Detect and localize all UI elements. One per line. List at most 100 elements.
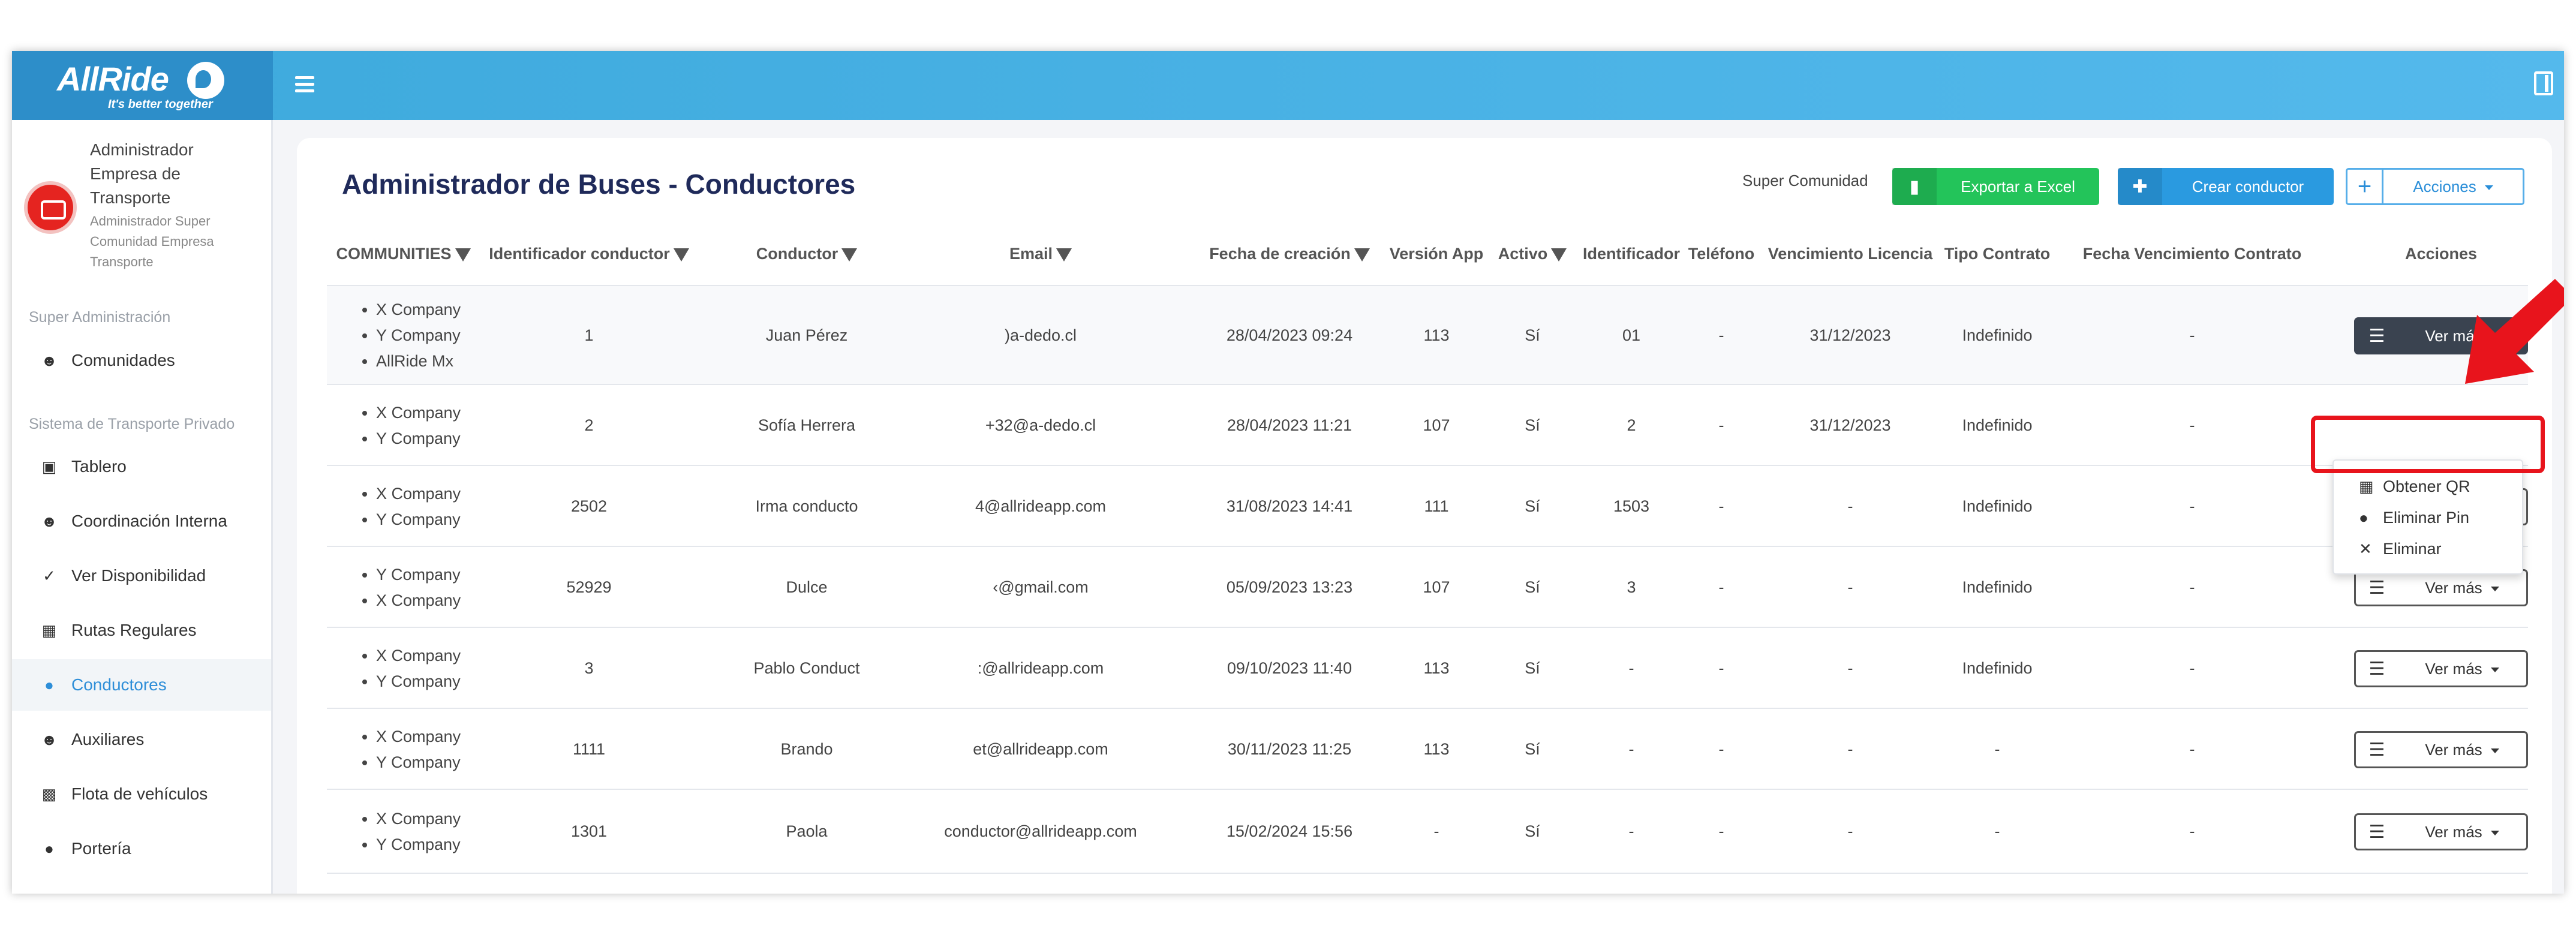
row-actions-menu: ▦ Obtener QR ● Eliminar Pin ✕ Eliminar <box>2332 459 2523 575</box>
cell-phone: - <box>1718 740 1724 758</box>
panel-toggle-icon[interactable] <box>2534 71 2553 95</box>
qr-icon: ▦ <box>2359 477 2374 495</box>
cell-created: 05/09/2023 13:23 <box>1226 578 1353 596</box>
page-title: Administrador de Buses - Conductores <box>342 169 856 200</box>
cell-app-version: 107 <box>1423 578 1450 596</box>
sidebar-item-label: Flota de vehículos <box>71 784 208 803</box>
community-selector[interactable]: Super Comunidad <box>1742 172 1868 190</box>
cell-email: 4@allrideapp.com <box>975 497 1107 515</box>
sidebar-item-label: Tablero <box>71 457 127 476</box>
top-bar: AllRide It's better together <box>12 51 2564 120</box>
caret-down-icon <box>2490 830 2499 835</box>
cell-contract: Indefinido <box>1962 578 2033 596</box>
cell-identifier: - <box>1628 659 1634 677</box>
sidebar-item-label: Rutas Regulares <box>71 621 197 639</box>
export-excel-button[interactable]: ▮ Exportar a Excel <box>1892 168 2099 205</box>
sidebar-item-disponibilidad[interactable]: ✓ Ver Disponibilidad <box>12 550 271 602</box>
community-item: Y Company <box>376 323 461 348</box>
column-header-active[interactable]: Activo <box>1466 245 1598 263</box>
export-excel-label: Exportar a Excel <box>1961 177 2075 196</box>
filter-icon[interactable] <box>841 248 858 261</box>
column-header-communities[interactable]: COMMUNITIES <box>327 245 480 263</box>
table-row: X CompanyY Company 2 Sofía Herrera +32@a-de… <box>327 385 2528 466</box>
menu-item-delete[interactable]: ✕ Eliminar <box>2359 539 2442 558</box>
cell-phone: - <box>1718 822 1724 840</box>
cell-driver-id: 3 <box>584 659 594 677</box>
filter-icon[interactable] <box>673 248 689 261</box>
sidebar-item-rutas[interactable]: ▦ Rutas Regulares <box>12 605 271 656</box>
sidebar-item-label: Auxiliares <box>71 730 145 748</box>
community-item: Y Company <box>376 832 461 858</box>
sidebar-item-label: Comunidades <box>71 351 175 369</box>
ver-mas-button[interactable]: ☰ Ver más <box>2354 569 2528 606</box>
menu-item-get-qr[interactable]: ▦ Obtener QR <box>2359 477 2470 495</box>
communities-list: X CompanyY Company <box>351 643 461 695</box>
community-item: X Company <box>376 724 461 750</box>
cell-app-version: 111 <box>1424 497 1449 515</box>
ver-mas-button[interactable]: ☰ Ver más <box>2354 650 2528 687</box>
cell-app-version: 113 <box>1423 740 1450 758</box>
cell-contract: - <box>1994 822 2000 840</box>
cell-contract-end: - <box>2189 416 2195 434</box>
ver-mas-button[interactable]: ☰ Ver más <box>2354 813 2528 850</box>
cell-license: 31/12/2023 <box>1809 326 1891 344</box>
community-item: AllRide Mx <box>376 348 461 374</box>
cell-contract-end: - <box>2189 740 2195 758</box>
filter-icon[interactable] <box>455 248 471 261</box>
sidebar-item-porteria[interactable]: ● Portería <box>12 823 271 874</box>
column-header-driver-id[interactable]: Identificador conductor <box>487 245 691 263</box>
ver-mas-label: Ver más <box>2425 659 2482 678</box>
menu-item-delete-pin[interactable]: ● Eliminar Pin <box>2359 508 2470 527</box>
caret-down-icon <box>2490 667 2499 672</box>
cell-license: - <box>1847 578 1853 596</box>
column-header-phone: Teléfono <box>1688 245 1755 263</box>
main-card: Administrador de Buses - Conductores Sup… <box>297 138 2552 894</box>
column-header-email[interactable]: Email <box>942 245 1140 263</box>
user-add-icon: ✚ <box>2118 168 2162 205</box>
user-remove-icon: ● <box>2359 508 2368 527</box>
cell-email: conductor@allrideapp.com <box>944 822 1137 840</box>
column-header-created[interactable]: Fecha de creación <box>1185 245 1394 263</box>
sidebar-item-comunidades[interactable]: ☻ Comunidades <box>12 335 271 386</box>
cell-created: 09/10/2023 11:40 <box>1227 659 1352 677</box>
cell-driver-name: Pablo Conduct <box>753 659 860 677</box>
community-item: Y Company <box>376 507 461 533</box>
sidebar-item-label: Conductores <box>71 675 167 694</box>
ver-mas-button[interactable]: ☰ Ver más <box>2354 731 2528 768</box>
cell-active: Sí <box>1525 659 1540 677</box>
sidebar-item-flota[interactable]: ▩ Flota de vehículos <box>12 768 271 820</box>
section-title-super: Super Administración <box>29 309 171 326</box>
brand-name: AllRide <box>57 60 169 98</box>
list-icon: ☰ <box>2368 659 2385 679</box>
cell-driver-name: Brando <box>780 740 833 758</box>
app-window: AllRide It's better together Administrad… <box>12 51 2564 894</box>
community-item: Y Company <box>376 426 461 452</box>
bus-icon: ▦ <box>41 621 57 639</box>
cell-contract: Indefinido <box>1962 497 2033 515</box>
cell-contract: Indefinido <box>1962 326 2033 344</box>
communities-list: X CompanyY Company <box>351 724 461 775</box>
users-icon: ☻ <box>41 730 58 748</box>
filter-icon[interactable] <box>1551 248 1567 261</box>
actions-dropdown-button[interactable]: + Acciones <box>2346 168 2524 205</box>
communities-list: Y CompanyX Company <box>351 562 461 614</box>
logo[interactable]: AllRide It's better together <box>12 51 273 120</box>
filter-icon[interactable] <box>1354 248 1370 261</box>
create-driver-button[interactable]: ✚ Crear conductor <box>2118 168 2334 205</box>
sidebar-item-conductores[interactable]: ● Conductores <box>12 659 271 711</box>
column-header-driver[interactable]: Conductor <box>711 245 903 263</box>
cell-contract-end: - <box>2189 578 2195 596</box>
avatar <box>24 181 77 234</box>
sidebar-item-coordinacion[interactable]: ☻ Coordinación Interna <box>12 495 271 547</box>
caret-down-icon <box>2484 185 2493 190</box>
cell-email: et@allrideapp.com <box>973 740 1108 758</box>
truck-icon: ▩ <box>41 784 57 803</box>
community-item: X Company <box>376 297 461 323</box>
sidebar-item-tablero[interactable]: ▣ Tablero <box>12 441 271 492</box>
cell-identifier: 3 <box>1627 578 1636 596</box>
cell-license: 31/12/2023 <box>1809 416 1891 434</box>
cell-phone: - <box>1718 416 1724 434</box>
menu-icon[interactable] <box>293 73 317 97</box>
filter-icon[interactable] <box>1056 248 1072 261</box>
sidebar-item-auxiliares[interactable]: ☻ Auxiliares <box>12 714 271 765</box>
